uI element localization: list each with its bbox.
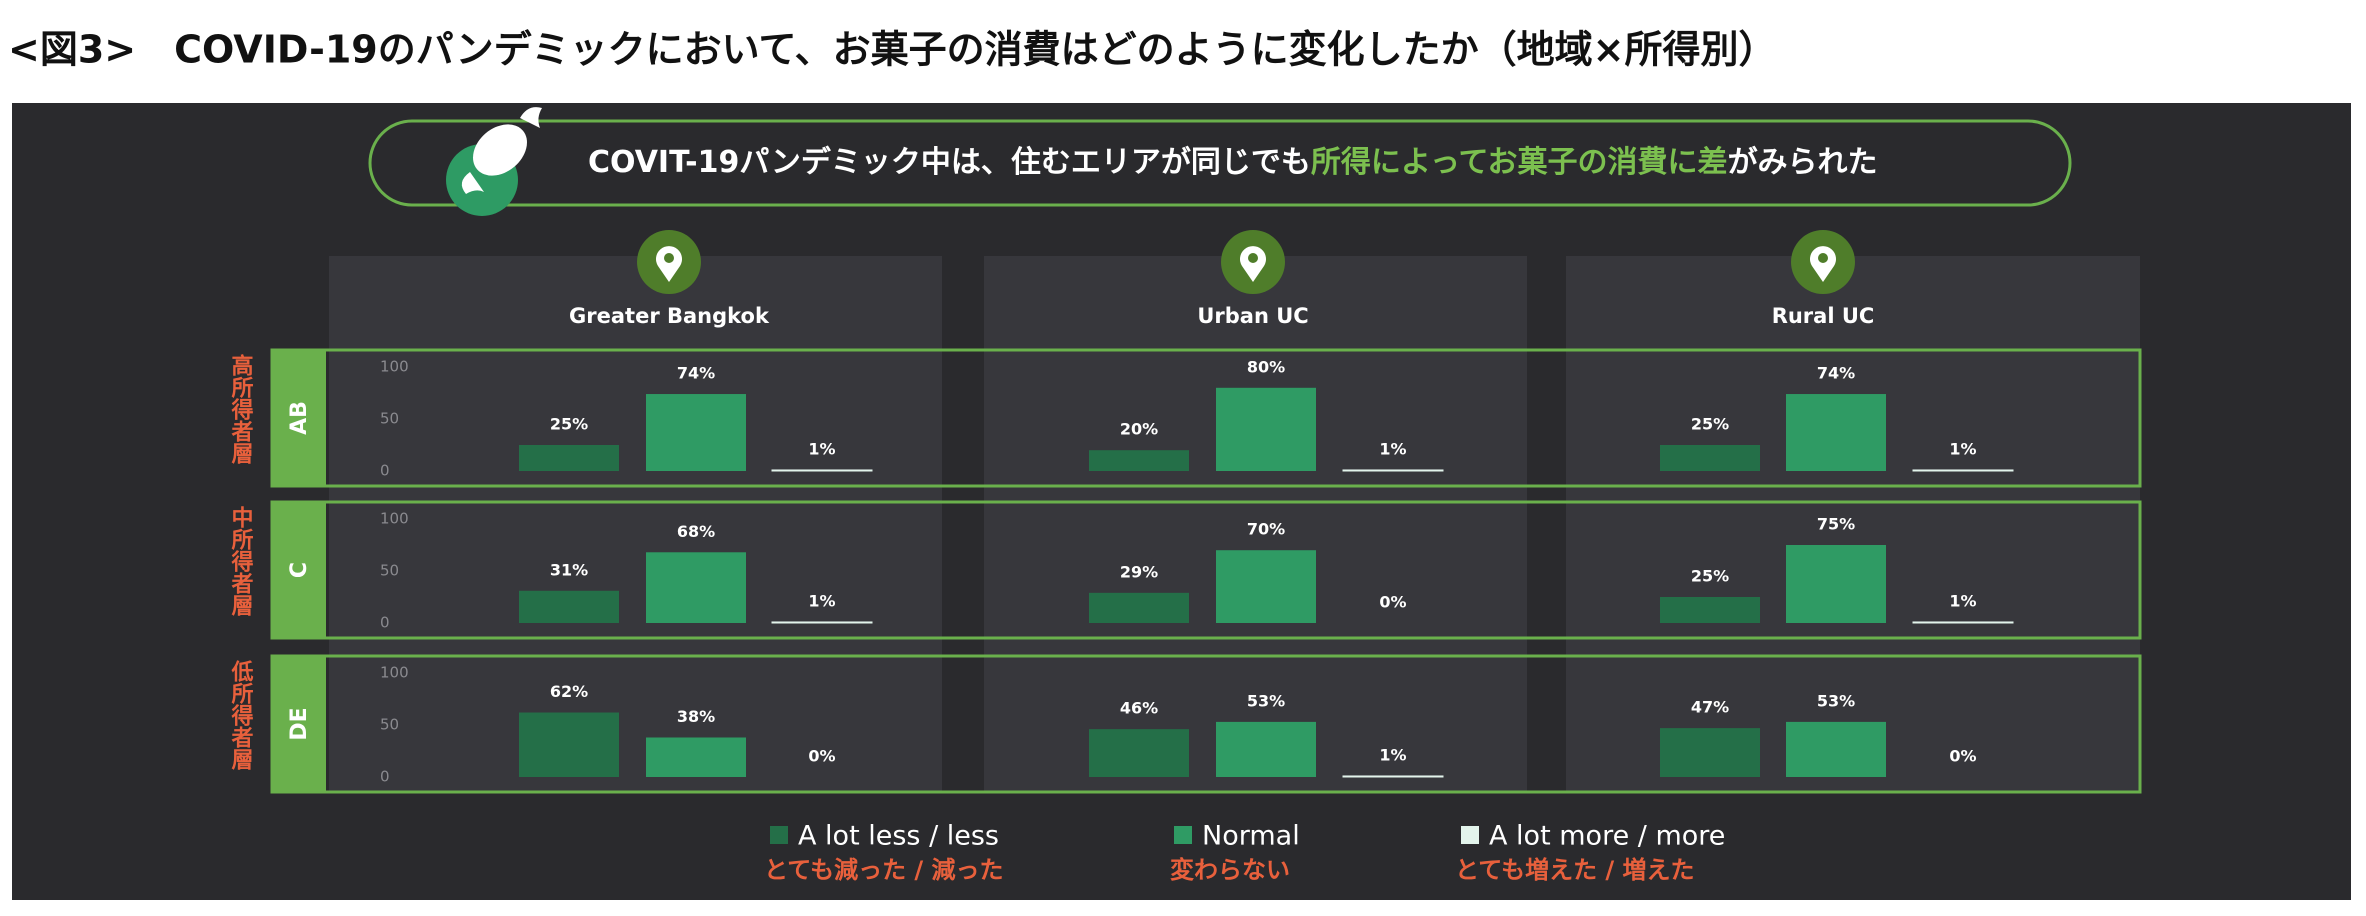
page-title: <図3> COVID-19のパンデミックにおいて、お菓子の消費はどのように変化し…	[8, 28, 1776, 72]
y-tick-label: 50	[380, 410, 399, 428]
bar-value-label: 1%	[1949, 439, 1976, 458]
legend-label: A lot less / less	[798, 821, 999, 852]
bar	[1786, 545, 1886, 623]
legend-sublabel: とても増えた / 増えた	[1455, 856, 1695, 884]
bar	[1342, 469, 1444, 472]
y-tick-label: 0	[380, 462, 390, 480]
legend-swatch	[1174, 826, 1192, 844]
bar	[1786, 394, 1886, 471]
region-label: Rural UC	[1772, 304, 1875, 328]
pin-icon	[1810, 246, 1837, 282]
bar	[1216, 387, 1316, 471]
y-tick-label: 50	[380, 716, 399, 734]
candy-icon	[446, 107, 542, 216]
bar	[771, 469, 873, 472]
bar-value-label: 0%	[1949, 747, 1976, 766]
bar-value-label: 1%	[1379, 745, 1406, 764]
legend-label: A lot more / more	[1489, 821, 1725, 852]
bar	[646, 737, 746, 777]
bar	[1216, 721, 1316, 777]
legend-sublabel: とても減った / 減った	[764, 856, 1004, 884]
bar-value-label: 75%	[1817, 515, 1855, 534]
bar	[646, 394, 746, 471]
bar-value-label: 53%	[1247, 691, 1285, 710]
bar	[519, 590, 619, 623]
bar	[1216, 550, 1316, 623]
pin-hole	[1248, 253, 1258, 263]
bar-value-label: 25%	[1691, 567, 1729, 586]
segment-tab	[272, 656, 326, 792]
bar-value-label: 46%	[1120, 699, 1158, 718]
bar-value-label: 1%	[1949, 591, 1976, 610]
bar-value-label: 1%	[808, 439, 835, 458]
region-column	[329, 256, 942, 792]
y-tick-label: 0	[380, 768, 390, 786]
bar-value-label: 25%	[550, 415, 588, 434]
bar-value-label: 80%	[1247, 357, 1285, 376]
bar-value-label: 38%	[677, 707, 715, 726]
segment-tab	[272, 350, 326, 486]
legend-label: Normal	[1202, 821, 1300, 852]
legend-swatch	[770, 826, 788, 844]
bar	[1786, 721, 1886, 777]
bar	[1912, 469, 2014, 472]
bar	[1089, 592, 1189, 623]
bar	[519, 445, 619, 471]
bar-value-label: 70%	[1247, 520, 1285, 539]
bar-value-label: 53%	[1817, 691, 1855, 710]
bar	[519, 712, 619, 777]
pin-icon	[1240, 246, 1266, 282]
bar	[1342, 775, 1444, 778]
banner-text: COVIT-19パンデミック中は、住むエリアが同じでも所得によってお菓子の消費に…	[588, 145, 1878, 180]
bar	[646, 552, 746, 623]
bar	[1912, 621, 2014, 624]
y-tick-label: 0	[380, 614, 390, 632]
bar	[771, 621, 873, 624]
bar	[1660, 728, 1760, 777]
pin-icon	[656, 246, 682, 282]
banner-lead: COVIT-19パンデミック中は、住むエリアが同じでも	[588, 145, 1311, 180]
legend-sublabel: 変わらない	[1170, 856, 1290, 884]
bar-value-label: 29%	[1120, 562, 1158, 581]
bar-value-label: 25%	[1691, 415, 1729, 434]
bar-value-label: 0%	[808, 747, 835, 766]
region-column	[984, 256, 1527, 792]
segment-code: DE	[287, 707, 312, 740]
y-tick-label: 50	[380, 562, 399, 580]
bar	[1089, 450, 1189, 471]
bar-value-label: 0%	[1379, 593, 1406, 612]
bar-value-label: 1%	[808, 591, 835, 610]
segment-code: AB	[287, 401, 312, 435]
segment-label: 高所得者層	[228, 353, 255, 465]
banner-highlight: 所得によってお菓子の消費に差	[1311, 145, 1728, 180]
banner-tail: がみられた	[1728, 145, 1878, 180]
bar-value-label: 74%	[677, 364, 715, 383]
region-label: Urban UC	[1197, 304, 1308, 328]
segment-label: 低所得者層	[228, 660, 255, 771]
bar-value-label: 47%	[1691, 698, 1729, 717]
legend-swatch	[1461, 826, 1479, 844]
y-tick-label: 100	[380, 510, 409, 528]
y-tick-label: 100	[380, 358, 409, 376]
segment-label: 中所得者層	[228, 506, 255, 617]
pin-hole	[1818, 253, 1828, 263]
bar-value-label: 68%	[677, 522, 715, 541]
bar-value-label: 74%	[1817, 364, 1855, 383]
bar-value-label: 20%	[1120, 420, 1158, 439]
bar-value-label: 1%	[1379, 439, 1406, 458]
bar	[1660, 597, 1760, 623]
segment-code: C	[287, 562, 312, 578]
bar	[1660, 445, 1760, 471]
pin-hole	[664, 253, 674, 263]
region-column	[1566, 256, 2140, 792]
bar-value-label: 31%	[550, 560, 588, 579]
bar	[1089, 729, 1189, 777]
region-label: Greater Bangkok	[569, 304, 770, 328]
y-tick-label: 100	[380, 664, 409, 682]
banner-frame	[368, 119, 2072, 207]
bar-value-label: 62%	[550, 682, 588, 701]
segment-tab	[272, 502, 326, 638]
